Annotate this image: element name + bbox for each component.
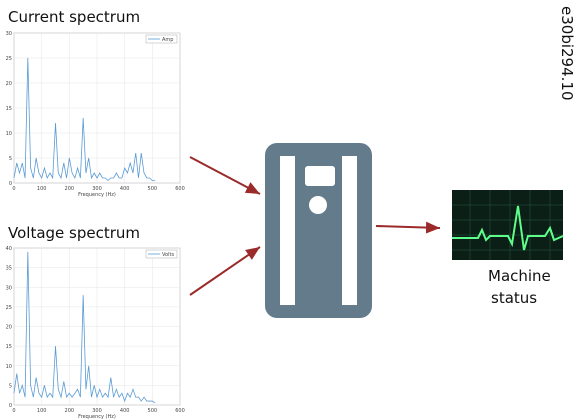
y-tick-label: 5 — [9, 156, 12, 162]
x-tick-label: 0 — [12, 408, 15, 414]
legend-label: Amp — [162, 37, 173, 43]
arrow — [190, 247, 260, 295]
monitor-image — [452, 190, 563, 260]
arrow — [190, 157, 260, 194]
diagram: Current spectrum Voltage spectrum Machin… — [0, 0, 574, 419]
y-tick-label: 15 — [6, 106, 12, 112]
x-tick-label: 100 — [37, 186, 47, 192]
x-tick-label: 500 — [148, 186, 158, 192]
x-tick-label: 500 — [148, 408, 158, 414]
y-tick-label: 35 — [6, 266, 12, 272]
x-tick-label: 100 — [37, 408, 47, 414]
figure-id: e30bi294.10 — [558, 6, 574, 101]
x-tick-label: 400 — [120, 408, 130, 414]
x-tick-label: 600 — [175, 186, 185, 192]
y-tick-label: 25 — [6, 56, 12, 62]
y-tick-label: 40 — [6, 246, 12, 252]
y-tick-label: 15 — [6, 344, 12, 350]
chart-title: Current spectrum — [8, 8, 140, 26]
y-tick-label: 25 — [6, 305, 12, 311]
x-tick-label: 200 — [65, 186, 75, 192]
drive-icon — [265, 143, 372, 318]
x-tick-label: 200 — [65, 408, 75, 414]
y-tick-label: 30 — [6, 31, 12, 37]
x-tick-label: 400 — [120, 186, 130, 192]
arrow — [376, 226, 440, 228]
legend-label: Volts — [162, 252, 174, 258]
x-tick-label: 0 — [12, 186, 15, 192]
y-tick-label: 20 — [6, 81, 12, 87]
x-axis-label: Frequency (Hz) — [78, 192, 116, 198]
output-label: Machine — [488, 267, 551, 285]
y-tick-label: 10 — [6, 364, 12, 370]
x-tick-label: 600 — [175, 408, 185, 414]
chart-title: Voltage spectrum — [8, 224, 140, 242]
y-tick-label: 5 — [9, 383, 12, 389]
x-axis-label: Frequency (Hz) — [78, 414, 116, 419]
y-tick-label: 30 — [6, 285, 12, 291]
y-tick-label: 20 — [6, 325, 12, 331]
y-tick-label: 10 — [6, 131, 12, 137]
output-label: status — [491, 289, 537, 307]
